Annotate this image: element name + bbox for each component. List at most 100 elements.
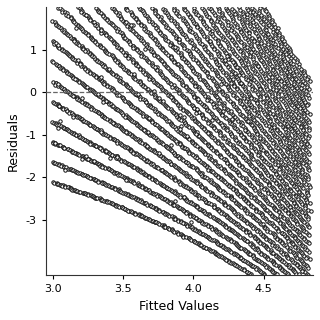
Point [250, 242, 255, 247]
Point [215, 207, 220, 212]
Point [272, 224, 277, 229]
Point [293, 253, 298, 258]
Point [285, 122, 290, 127]
Point [264, 86, 269, 92]
Point [288, 265, 293, 270]
Point [296, 129, 301, 134]
Point [299, 183, 304, 188]
Point [212, 24, 217, 29]
Point [279, 249, 284, 254]
Point [218, 99, 223, 104]
Point [193, 203, 198, 208]
Point [226, 182, 231, 187]
Point [290, 94, 295, 100]
Point [278, 158, 283, 163]
Point [233, 104, 238, 109]
Point [164, 131, 170, 136]
Point [119, 143, 124, 148]
Point [103, 65, 108, 70]
Point [305, 221, 310, 227]
Point [269, 45, 274, 51]
Point [85, 157, 90, 162]
Point [302, 246, 308, 252]
Point [85, 33, 91, 38]
Point [128, 86, 133, 91]
Point [212, 238, 217, 243]
Point [257, 201, 262, 206]
Point [172, 72, 177, 77]
Point [188, 113, 193, 118]
Point [219, 121, 224, 126]
Point [262, 7, 267, 12]
Point [284, 111, 289, 116]
Point [264, 123, 269, 128]
Point [98, 44, 103, 50]
Point [289, 241, 294, 246]
Point [301, 155, 307, 160]
Point [53, 23, 59, 28]
Point [196, 96, 201, 101]
Point [137, 153, 142, 158]
Point [294, 228, 300, 233]
Point [248, 232, 253, 237]
Point [61, 68, 66, 73]
Point [300, 226, 305, 231]
Point [245, 118, 250, 124]
Point [225, 40, 230, 45]
Point [192, 83, 197, 88]
Point [119, 174, 124, 179]
Point [272, 33, 277, 38]
Point [283, 76, 288, 81]
Point [159, 85, 164, 90]
Point [293, 76, 299, 82]
Point [139, 155, 144, 160]
Point [238, 214, 244, 219]
Point [300, 128, 306, 133]
Point [127, 147, 132, 152]
Point [104, 149, 109, 154]
Point [272, 233, 277, 238]
Point [51, 160, 56, 165]
Point [222, 115, 228, 120]
Point [128, 10, 133, 15]
Point [83, 13, 88, 18]
Point [201, 21, 206, 27]
Point [176, 179, 181, 184]
Point [147, 31, 152, 36]
Point [181, 234, 186, 239]
Point [155, 220, 160, 226]
Point [254, 179, 259, 184]
Point [304, 156, 309, 162]
Point [85, 50, 90, 55]
Point [300, 252, 306, 257]
Point [197, 243, 203, 248]
Point [236, 78, 241, 83]
Point [145, 73, 150, 78]
Point [254, 24, 260, 29]
Point [293, 100, 299, 105]
Point [127, 147, 132, 152]
Point [113, 187, 118, 192]
Point [239, 29, 244, 35]
Point [74, 150, 79, 155]
Point [76, 134, 82, 139]
Point [256, 103, 261, 108]
Point [112, 170, 117, 175]
Point [208, 178, 213, 183]
Point [196, 86, 202, 91]
Point [250, 134, 255, 139]
Point [206, 167, 211, 172]
Point [149, 61, 154, 66]
Point [269, 213, 274, 218]
Point [277, 185, 283, 190]
Point [223, 51, 228, 56]
Point [68, 129, 73, 134]
Point [234, 31, 239, 36]
Point [186, 24, 191, 29]
Point [232, 134, 237, 140]
Point [91, 124, 96, 129]
Point [306, 166, 311, 172]
Point [81, 155, 86, 160]
Point [273, 262, 278, 268]
Point [288, 145, 293, 150]
